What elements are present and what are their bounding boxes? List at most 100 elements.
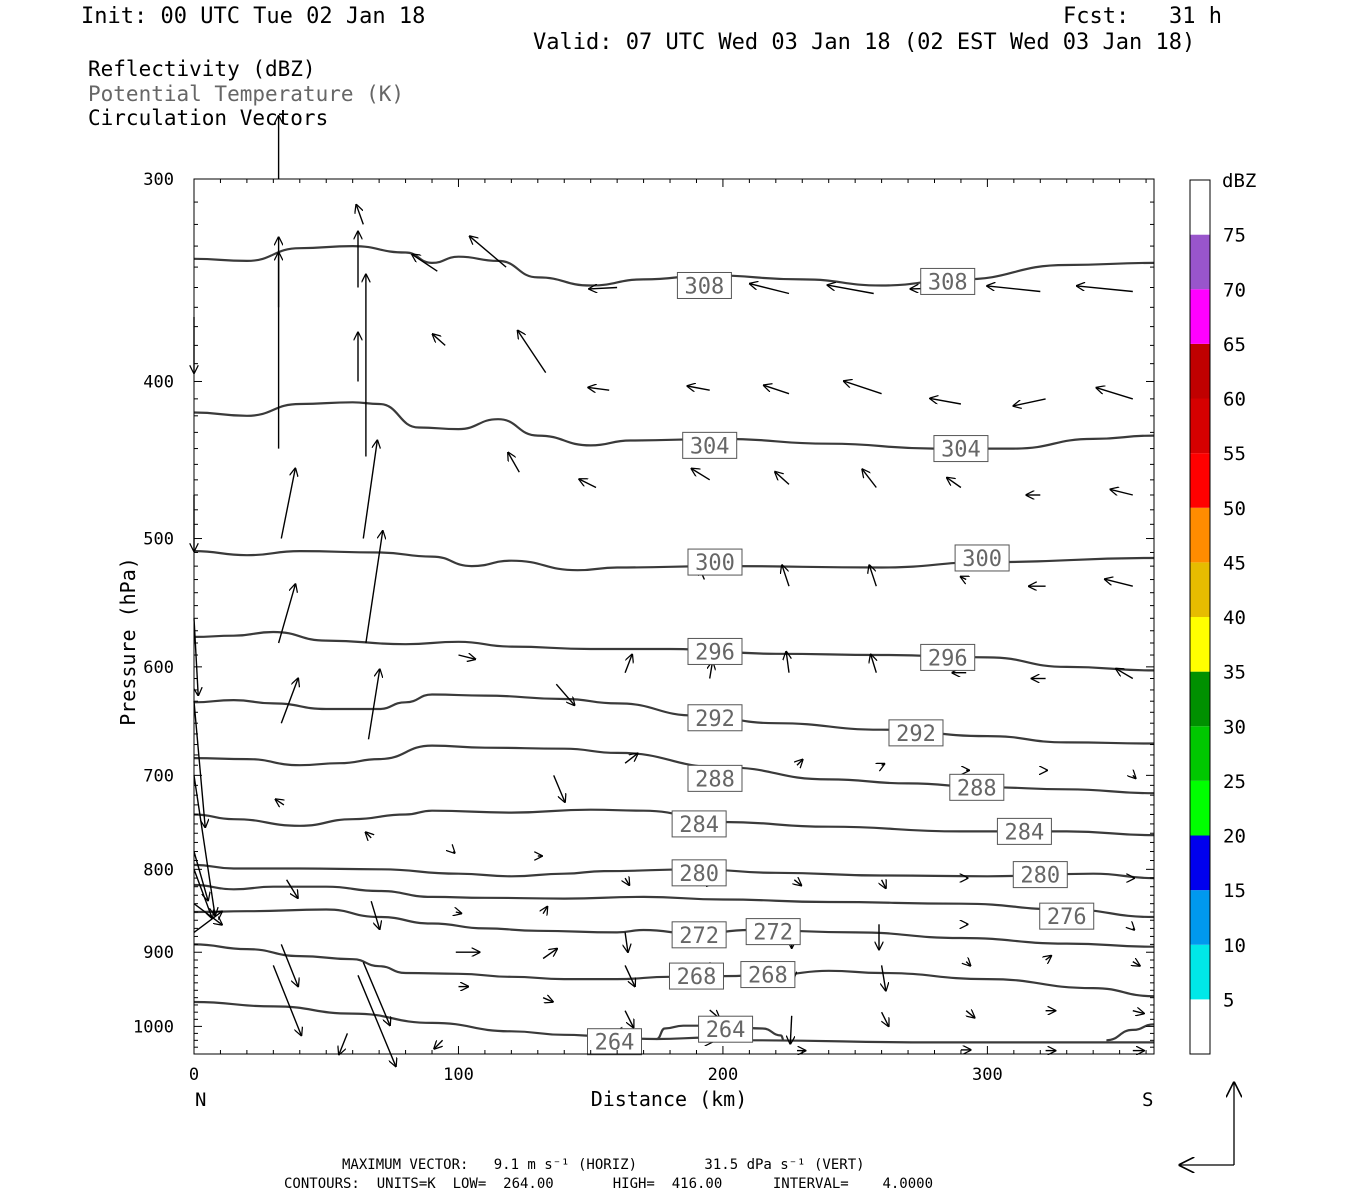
theta-label-box [676, 271, 732, 299]
theta-label-text: 280 [679, 862, 719, 887]
circulation-vector [276, 799, 284, 805]
circulation-vector [542, 949, 557, 960]
theta-label-288: 288 [949, 773, 1005, 801]
theta-contour-304 [193, 401, 1155, 450]
theta-contour-264 [1106, 1023, 1155, 1042]
circulation-vector [687, 386, 710, 390]
y-tick-label: 1000 [133, 1017, 174, 1037]
theta-label-308: 308 [920, 267, 976, 295]
colorbar-frame [1189, 179, 1211, 1055]
theta-label-text: 292 [695, 707, 735, 732]
circulation-vector [339, 1033, 349, 1054]
circulation-vector [862, 469, 877, 488]
circulation-vector [434, 1040, 442, 1048]
circulation-vector [579, 479, 597, 489]
colorbar-swatch [1190, 835, 1210, 891]
theta-label-304: 304 [933, 435, 989, 463]
theta-label-box [668, 962, 724, 990]
circulation-vector [966, 962, 970, 966]
colorbar-swatch [1190, 780, 1210, 836]
theta-label-box [687, 704, 743, 732]
colorbar-level-label: 35 [1223, 662, 1246, 684]
reference-vector [1180, 1083, 1234, 1165]
theta-label-text: 264 [595, 1031, 635, 1056]
circulation-vector [412, 254, 438, 272]
theta-label-text: 300 [962, 547, 1002, 572]
circulation-vector [625, 932, 628, 952]
theta-label-300: 300 [954, 544, 1010, 572]
init-time: Init: 00 UTC Tue 02 Jan 18 [81, 4, 426, 29]
theta-label-text: 264 [706, 1018, 746, 1043]
colorbar-level-label: 45 [1223, 552, 1246, 574]
circulation-vector [797, 760, 803, 766]
colorbar-swatch [1190, 671, 1210, 727]
circulation-vector [555, 683, 574, 705]
theta-label-308: 308 [676, 271, 732, 299]
theta-label-box [687, 764, 743, 792]
theta-contour-labels: 308 308 304 304 300 300 296 296 292 292 288 288 284 2… [586, 267, 1095, 1056]
theta-label-text: 308 [928, 270, 968, 295]
circulation-vector [961, 577, 967, 580]
x-tick-label: 200 [708, 1065, 739, 1085]
theta-label-text: 272 [753, 921, 793, 946]
colorbar: 5 10 15 20 25 30 35 40 45 50 55 60 65 70 75 dBZ [1189, 170, 1256, 1055]
theta-label-text: 268 [748, 964, 788, 989]
y-tick-label: 700 [143, 766, 174, 786]
theta-label-text: 296 [928, 646, 968, 671]
theta-label-304: 304 [682, 431, 738, 459]
theta-label-box [698, 1015, 754, 1043]
circulation-vector [357, 975, 396, 1066]
circulation-vector [542, 998, 553, 1002]
circulation-vector [624, 655, 632, 673]
theta-contours [193, 244, 1155, 1044]
theta-contour-276 [193, 883, 1155, 919]
theta-contour-272 [193, 908, 1155, 948]
x-tick-label: 300 [972, 1065, 1003, 1085]
circulation-vector [280, 678, 298, 724]
x-end-label-north: N [195, 1089, 206, 1111]
circulation-vector [1110, 489, 1133, 495]
theta-label-box [586, 1028, 642, 1056]
circulation-vector [456, 912, 462, 913]
circulation-vector [871, 655, 877, 673]
theta-label-text: 292 [896, 722, 936, 747]
colorbar-level-label: 20 [1223, 826, 1246, 848]
colorbar-swatch [1190, 944, 1210, 1000]
theta-label-text: 268 [677, 965, 717, 990]
circulation-vector [987, 286, 1041, 293]
circulation-vector [790, 1015, 791, 1044]
circulation-vector [193, 701, 205, 827]
colorbar-level-label: 30 [1223, 716, 1246, 738]
colorbar-swatch [1190, 562, 1210, 618]
circulation-vector [947, 478, 962, 489]
x-end-label-south: S [1142, 1089, 1153, 1111]
colorbar-level-label: 60 [1223, 389, 1246, 411]
circulation-vector [966, 1011, 974, 1018]
circulation-vector [786, 652, 789, 673]
colorbar-level-label: 40 [1223, 607, 1246, 629]
circulation-vector [750, 284, 790, 295]
circulation-vector [362, 441, 377, 539]
circulation-vector [193, 775, 215, 915]
circulation-vector [882, 764, 885, 765]
theta-label-text: 280 [1020, 864, 1060, 889]
circulation-vector [844, 381, 882, 395]
circulation-vector [882, 880, 886, 888]
theta-label-268: 268 [668, 962, 724, 990]
colorbar-level-label: 70 [1223, 279, 1246, 301]
legend-potential-temperature: Potential Temperature (K) [88, 82, 405, 106]
circulation-vector [1133, 962, 1140, 966]
theta-label-box [920, 267, 976, 295]
theta-label-300: 300 [687, 548, 743, 576]
y-tick-label: 900 [143, 943, 174, 963]
theta-contour-292 [193, 693, 1155, 745]
theta-label-box [687, 637, 743, 665]
circulation-vector [286, 879, 298, 898]
circulation-vector [365, 531, 383, 644]
circulation-vector [367, 669, 380, 740]
circulation-vector [1133, 775, 1136, 778]
theta-label-284: 284 [671, 810, 727, 838]
circulation-vector [625, 878, 629, 885]
circulation-vector [193, 851, 208, 901]
